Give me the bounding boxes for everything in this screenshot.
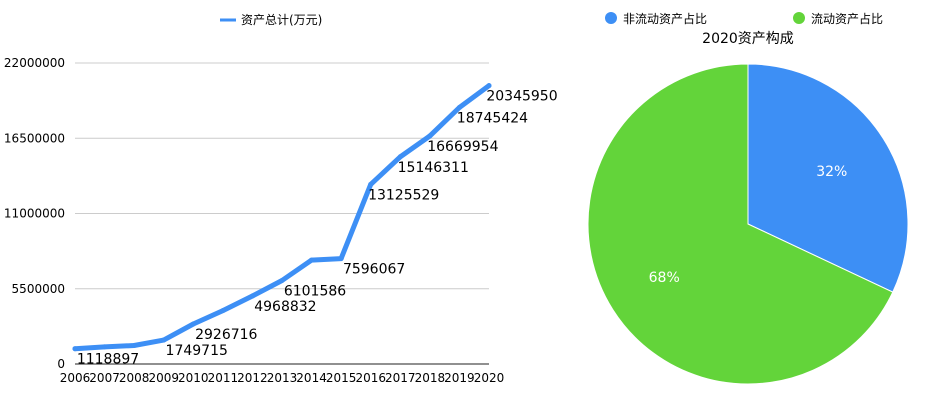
- gridlines: [75, 62, 489, 365]
- x-tick-label: 2007: [89, 371, 120, 385]
- data-point: [427, 133, 433, 139]
- x-tick-label: 2016: [355, 371, 386, 385]
- x-tick-label: 2008: [119, 371, 150, 385]
- x-tick-label: 2018: [415, 371, 446, 385]
- y-tick-label: 0: [57, 357, 65, 371]
- data-point: [279, 278, 285, 284]
- pie-legend: 非流动资产占比 流动资产占比: [605, 11, 883, 26]
- data-label: 16669954: [427, 139, 498, 155]
- series-points: [72, 83, 492, 352]
- x-tick-label: 2011: [208, 371, 239, 385]
- pie-legend-label: 非流动资产占比: [623, 11, 707, 26]
- y-axis-ticks: 0 5500000 11000000 16500000 22000000: [4, 56, 65, 371]
- pie-title: 2020资产构成: [702, 31, 794, 47]
- x-tick-label: 2013: [267, 371, 298, 385]
- data-point: [72, 346, 78, 352]
- data-point: [309, 257, 315, 263]
- data-point: [220, 308, 226, 314]
- pie-slice-label: 32%: [816, 164, 847, 180]
- data-label: 1118897: [77, 352, 139, 368]
- data-label: 18745424: [457, 111, 528, 127]
- x-tick-label: 2006: [60, 371, 91, 385]
- x-tick-label: 2014: [296, 371, 327, 385]
- y-tick-label: 11000000: [4, 207, 65, 221]
- data-point: [102, 344, 108, 350]
- data-label: 1749715: [166, 343, 228, 359]
- y-tick-label: 5500000: [12, 282, 65, 296]
- x-tick-label: 2017: [385, 371, 416, 385]
- pie-chart: 非流动资产占比 流动资产占比 2020资产构成 32% 68%: [587, 11, 909, 385]
- data-label: 2926716: [195, 327, 257, 343]
- data-label: 20345950: [486, 89, 557, 105]
- data-label: 6101586: [284, 284, 346, 300]
- data-label: 4968832: [254, 299, 316, 315]
- pie-legend-label: 流动资产占比: [811, 11, 883, 26]
- data-point: [338, 256, 344, 262]
- pie-legend-swatch: [605, 12, 617, 24]
- data-label: 13125529: [368, 187, 439, 203]
- pie-labels: 32% 68%: [649, 164, 848, 286]
- data-point: [161, 337, 167, 343]
- data-point: [131, 343, 137, 349]
- y-tick-label: 22000000: [4, 56, 65, 70]
- data-label: 7596067: [343, 262, 405, 278]
- x-tick-label: 2015: [326, 371, 357, 385]
- line-legend: 资产总计(万元): [220, 13, 322, 27]
- pie-slice: [747, 63, 909, 293]
- pie-legend-swatch: [793, 12, 805, 24]
- x-tick-label: 2019: [444, 371, 475, 385]
- x-tick-label: 2010: [178, 371, 209, 385]
- legend-label-total-assets: 资产总计(万元): [241, 13, 322, 27]
- x-tick-label: 2012: [237, 371, 268, 385]
- pie-slices: [587, 63, 909, 385]
- pie-slice: [587, 63, 894, 385]
- data-label: 15146311: [398, 160, 469, 176]
- x-tick-label: 2020: [474, 371, 505, 385]
- y-tick-label: 16500000: [4, 131, 65, 145]
- x-tick-label: 2009: [148, 371, 179, 385]
- data-point: [368, 181, 374, 187]
- data-point: [190, 321, 196, 327]
- data-point: [397, 154, 403, 160]
- data-point: [456, 105, 462, 111]
- pie-slice-label: 68%: [649, 270, 680, 286]
- data-point: [249, 293, 255, 299]
- line-chart: 资产总计(万元) 0 5500000 11000000 16500000 2200000…: [4, 13, 558, 385]
- data-point: [486, 83, 492, 89]
- x-axis-ticks: 2006 2007 2008 2009 2010 2011 2012 2013 2014 2015…: [60, 371, 505, 385]
